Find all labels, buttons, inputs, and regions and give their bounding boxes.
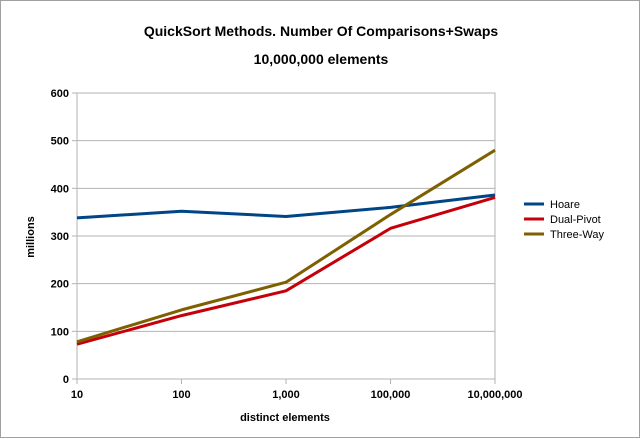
y-tick-label: 0 (63, 374, 69, 386)
chart-title: QuickSort Methods. Number Of Comparisons… (144, 23, 499, 39)
x-axis-ticks: 10 100 1,000 100,000 10,000,000 (71, 379, 523, 401)
legend-label-three-way: Three-Way (550, 229, 604, 241)
x-axis-label: distinct elements (240, 412, 330, 424)
series-line-dual-pivot (76, 195, 496, 346)
y-tick-label: 100 (51, 326, 69, 338)
series-line-three-way (76, 148, 496, 344)
gridlines (77, 92, 495, 380)
chart-subtitle: 10,000,000 elements (254, 51, 389, 67)
legend-label-dual-pivot: Dual-Pivot (550, 214, 601, 226)
y-tick-label: 400 (51, 183, 69, 195)
y-tick-label: 500 (51, 136, 69, 148)
x-tick-label: 10 (71, 389, 83, 401)
y-tick-label: 600 (51, 88, 69, 100)
y-axis-label: millions (25, 216, 37, 258)
y-axis-ticks: 0 100 200 300 400 500 600 (51, 88, 77, 386)
x-tick-label: 100 (172, 389, 190, 401)
series-lines (76, 148, 496, 346)
x-tick-label: 100,000 (371, 389, 411, 401)
legend-label-hoare: Hoare (550, 199, 580, 211)
y-tick-label: 200 (51, 279, 69, 291)
x-tick-label: 1,000 (272, 389, 300, 401)
series-line-hoare (76, 193, 496, 220)
legend: Hoare Dual-Pivot Three-Way (524, 199, 604, 241)
x-tick-label: 10,000,000 (467, 389, 522, 401)
y-tick-label: 300 (51, 231, 69, 243)
